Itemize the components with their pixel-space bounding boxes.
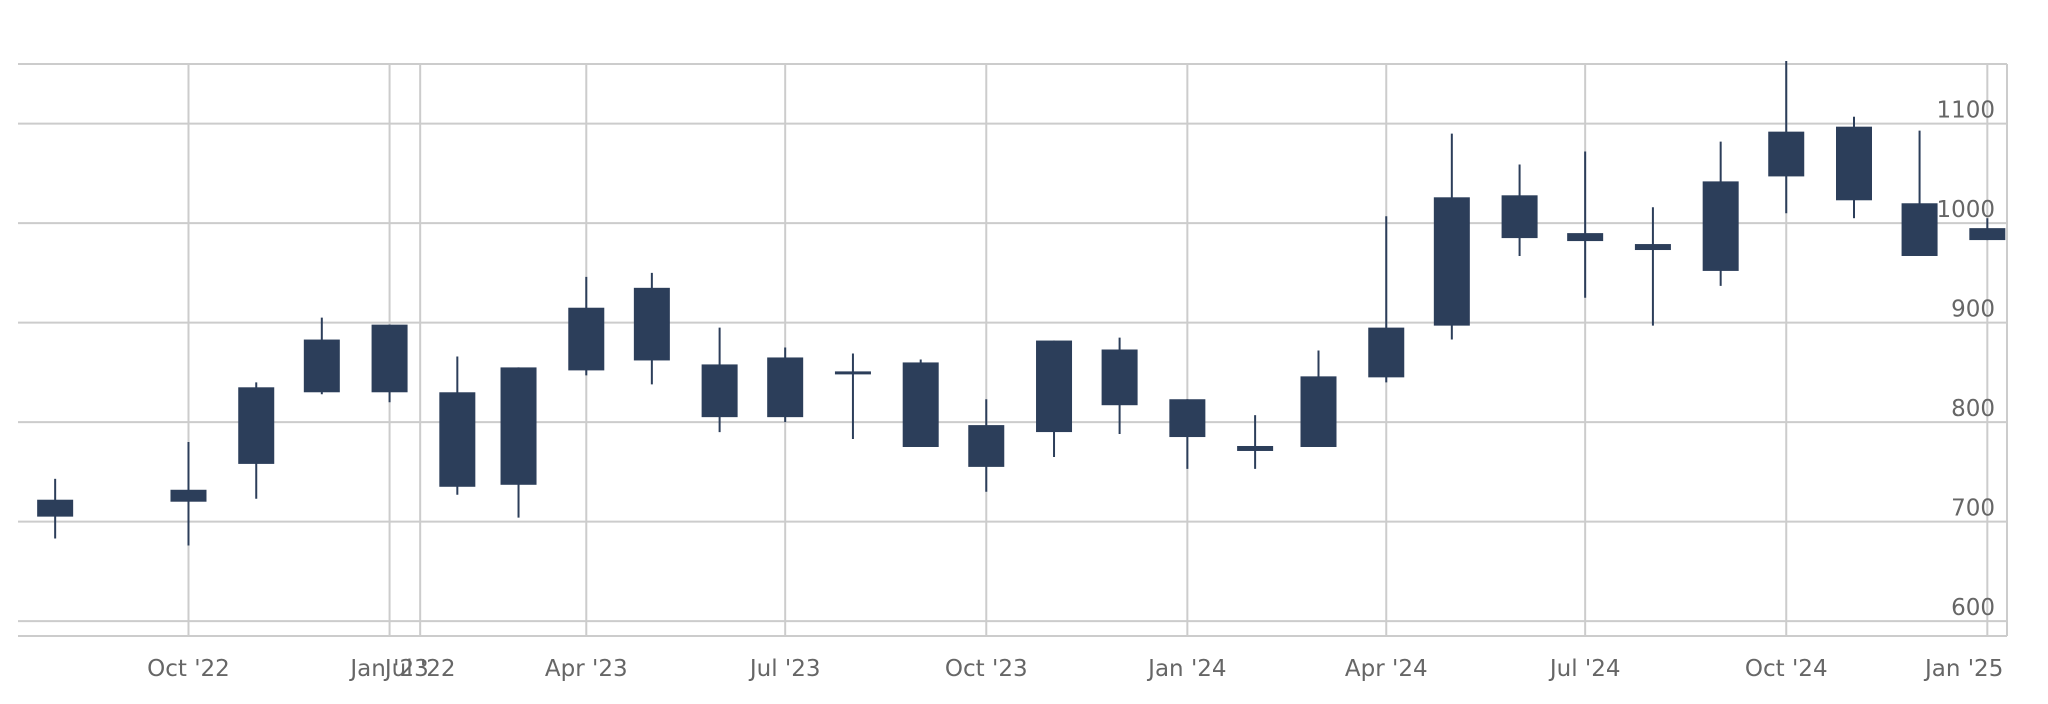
- candle-body: [568, 307, 605, 371]
- candle-body: [238, 387, 275, 464]
- x-tick-label: Oct '23: [945, 656, 1028, 682]
- x-tick-label: Jul '23: [748, 656, 821, 682]
- horizontal-gridlines: [18, 122, 2007, 623]
- candle: [1634, 207, 1671, 326]
- plot-frame: [18, 63, 2008, 637]
- candle: [371, 324, 408, 403]
- candle-body: [701, 364, 738, 418]
- candle: [1169, 399, 1206, 469]
- candle-body: [767, 357, 804, 418]
- candle: [1300, 350, 1337, 447]
- y-tick-label: 1000: [1936, 197, 1995, 223]
- candle: [1836, 116, 1872, 219]
- candle: [170, 442, 207, 546]
- candle-body: [1501, 195, 1538, 239]
- x-tick-label: Jul '24: [1548, 656, 1621, 682]
- candle: [500, 367, 537, 518]
- candle: [568, 276, 605, 376]
- candle-body: [1768, 131, 1805, 177]
- candle-body: [303, 339, 340, 393]
- y-tick-label: 700: [1951, 496, 1995, 522]
- candle-body: [371, 324, 408, 393]
- candle-body: [902, 362, 939, 447]
- candle-body: [633, 287, 670, 361]
- candles-series: [37, 61, 2006, 546]
- x-tick-label: Oct '24: [1745, 656, 1828, 682]
- candle: [303, 317, 340, 395]
- candle: [1433, 133, 1470, 340]
- x-tick-label: Apr '23: [545, 656, 628, 682]
- x-tick-label: Jul '22: [383, 656, 456, 682]
- candle-body: [834, 371, 871, 375]
- candle-body: [1368, 327, 1405, 378]
- candle: [1368, 216, 1405, 383]
- y-tick-label: 600: [1951, 595, 1995, 621]
- candle-body: [439, 392, 476, 487]
- candle: [439, 356, 476, 495]
- candle: [37, 478, 74, 539]
- candle-body: [1901, 203, 1938, 256]
- candle-body: [968, 425, 1005, 467]
- candle: [1969, 218, 2006, 241]
- candle-body: [1169, 399, 1206, 438]
- x-tick-label: Jan '25: [1923, 656, 2003, 682]
- candle-body: [1036, 340, 1073, 433]
- candle-body: [1567, 233, 1604, 242]
- y-tick-label: 1100: [1936, 98, 1995, 124]
- candle-body: [1836, 126, 1872, 201]
- candle-body: [1969, 228, 2006, 241]
- x-tick-label: Jan '24: [1146, 656, 1226, 682]
- candle: [834, 353, 871, 440]
- candle: [767, 347, 804, 423]
- candle: [1768, 61, 1805, 214]
- y-tick-label: 900: [1951, 297, 1995, 323]
- candle: [1036, 340, 1073, 457]
- candle: [701, 327, 738, 433]
- candle-body: [1702, 181, 1739, 271]
- candle: [1101, 337, 1138, 435]
- candle-body: [1300, 376, 1337, 447]
- candle: [1901, 130, 1938, 256]
- x-tick-label: Apr '24: [1345, 656, 1428, 682]
- candle: [238, 382, 275, 499]
- x-tick-label: Oct '22: [147, 656, 230, 682]
- candle-body: [1101, 349, 1138, 406]
- y-axis-labels: 600 700 800 900 1000 1100: [1936, 98, 1995, 621]
- y-tick-label: 800: [1951, 396, 1995, 422]
- candle: [1567, 151, 1604, 298]
- x-tick-label: Jan '23: [348, 656, 428, 682]
- candle: [968, 399, 1005, 492]
- candle-body: [500, 367, 537, 485]
- candle-body: [1634, 244, 1671, 251]
- candle-body: [1433, 197, 1470, 326]
- candle: [1237, 415, 1274, 469]
- vertical-gridlines: [187, 64, 1989, 636]
- candle-body: [170, 489, 207, 502]
- candle-body: [37, 499, 74, 517]
- candle: [1501, 164, 1538, 256]
- candle: [633, 272, 670, 385]
- candle: [902, 359, 939, 447]
- candle-body: [1237, 445, 1274, 451]
- candle: [1702, 141, 1739, 286]
